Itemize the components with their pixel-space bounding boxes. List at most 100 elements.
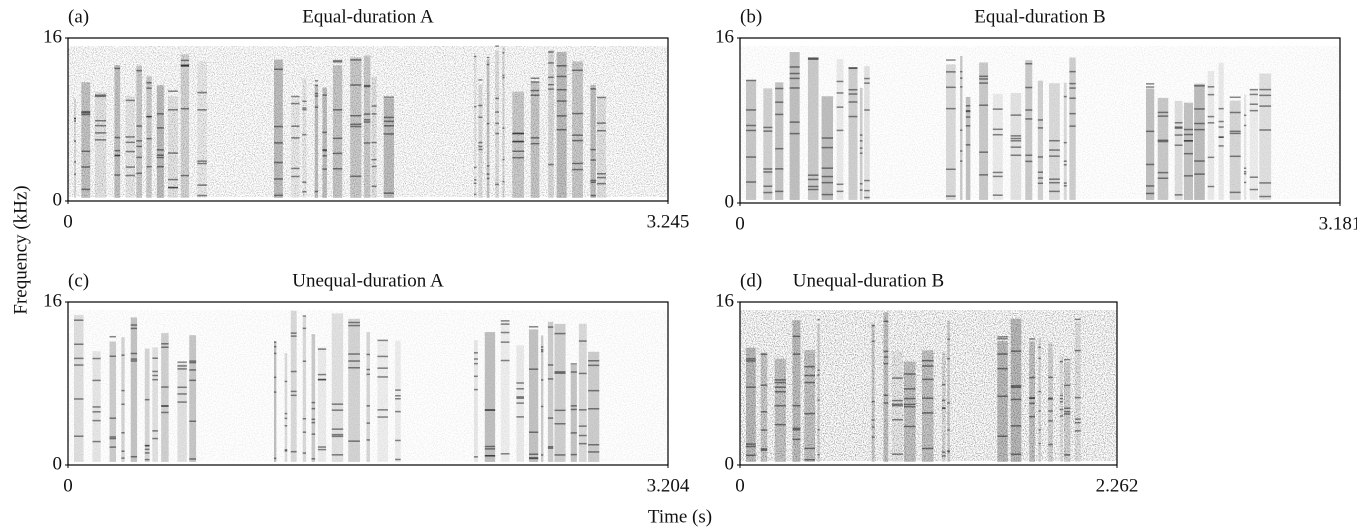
harmonic xyxy=(588,360,600,362)
harmonic xyxy=(377,355,388,358)
harmonic xyxy=(1174,126,1183,128)
harmonic xyxy=(332,61,343,63)
harmonic xyxy=(371,113,377,115)
harmonic xyxy=(161,346,169,348)
harmonic xyxy=(474,362,478,365)
harmonic xyxy=(1037,182,1043,185)
panel-title: Equal-duration A xyxy=(302,6,434,27)
harmonic xyxy=(1049,178,1060,180)
harmonic xyxy=(817,369,820,371)
harmonic xyxy=(284,449,288,451)
streak xyxy=(1049,83,1060,200)
panel-label: (d) xyxy=(740,270,762,291)
x-tick-label: 0 xyxy=(735,213,745,234)
harmonic xyxy=(1146,163,1155,166)
harmonic xyxy=(1259,94,1272,97)
harmonic xyxy=(859,134,863,136)
harmonic xyxy=(572,69,583,72)
harmonic xyxy=(1010,137,1022,140)
harmonic xyxy=(836,92,844,94)
harmonic xyxy=(322,94,327,96)
streak xyxy=(903,361,916,462)
streak xyxy=(1207,70,1215,200)
harmonic xyxy=(363,121,371,123)
harmonic xyxy=(1010,386,1022,389)
harmonic xyxy=(547,378,554,380)
harmonic xyxy=(146,165,152,168)
harmonic xyxy=(903,397,916,400)
harmonic xyxy=(821,193,834,196)
harmonic xyxy=(1059,415,1063,417)
harmonic xyxy=(1064,410,1071,413)
harmonic xyxy=(371,158,377,161)
harmonic xyxy=(903,388,916,390)
harmonic xyxy=(274,457,277,460)
streak xyxy=(366,331,370,462)
harmonic xyxy=(1207,156,1215,159)
streak xyxy=(1038,338,1041,462)
harmonic xyxy=(121,450,125,452)
streak xyxy=(763,88,773,200)
harmonic xyxy=(903,403,916,406)
harmonic xyxy=(274,341,277,343)
harmonic xyxy=(1048,398,1053,400)
plot-frame xyxy=(739,301,1118,466)
harmonic xyxy=(516,402,524,404)
streak xyxy=(395,340,401,462)
harmonic xyxy=(547,445,554,448)
harmonic xyxy=(502,74,505,77)
harmonic xyxy=(774,423,786,426)
harmonic xyxy=(1069,97,1076,99)
harmonic xyxy=(570,408,577,411)
harmonic xyxy=(848,88,858,91)
harmonic xyxy=(763,185,773,188)
x-tick-label: 0 xyxy=(63,475,73,496)
harmonic xyxy=(478,141,483,144)
harmonic xyxy=(130,360,138,362)
harmonic xyxy=(331,433,344,436)
harmonic xyxy=(817,374,820,376)
harmonic xyxy=(821,137,834,139)
streak xyxy=(1243,94,1247,200)
harmonic xyxy=(144,452,150,454)
harmonic xyxy=(804,412,816,415)
harmonic xyxy=(1243,171,1247,173)
harmonic xyxy=(1010,453,1022,456)
harmonic xyxy=(864,196,870,199)
harmonic xyxy=(1049,190,1060,193)
streak xyxy=(484,332,496,462)
harmonic xyxy=(177,386,187,389)
y-tick-label: 16 xyxy=(43,26,62,47)
harmonic xyxy=(500,323,510,325)
harmonic xyxy=(94,124,107,127)
harmonic xyxy=(486,63,490,66)
harmonic xyxy=(331,428,344,430)
harmonic xyxy=(1029,338,1035,340)
harmonic xyxy=(331,454,344,456)
streak xyxy=(1029,341,1035,462)
harmonic xyxy=(94,94,107,96)
harmonic xyxy=(114,136,121,139)
streak xyxy=(136,65,142,199)
streak xyxy=(314,85,319,198)
harmonic xyxy=(1157,115,1169,117)
harmonic xyxy=(556,128,567,131)
harmonic xyxy=(363,119,371,121)
harmonic xyxy=(486,165,490,167)
streak xyxy=(317,347,327,462)
harmonic xyxy=(804,374,816,377)
streak xyxy=(331,313,344,462)
streak xyxy=(274,341,277,462)
harmonic xyxy=(1063,160,1067,162)
streak xyxy=(474,53,477,199)
harmonic xyxy=(1037,127,1043,129)
panel-title: Unequal-duration A xyxy=(292,270,444,291)
streak xyxy=(817,322,820,462)
harmonic xyxy=(1157,139,1169,142)
harmonic xyxy=(960,160,963,162)
harmonic xyxy=(554,371,566,373)
harmonic xyxy=(540,350,544,353)
harmonic xyxy=(177,365,187,367)
harmonic xyxy=(1146,185,1155,187)
harmonic xyxy=(1063,182,1067,184)
